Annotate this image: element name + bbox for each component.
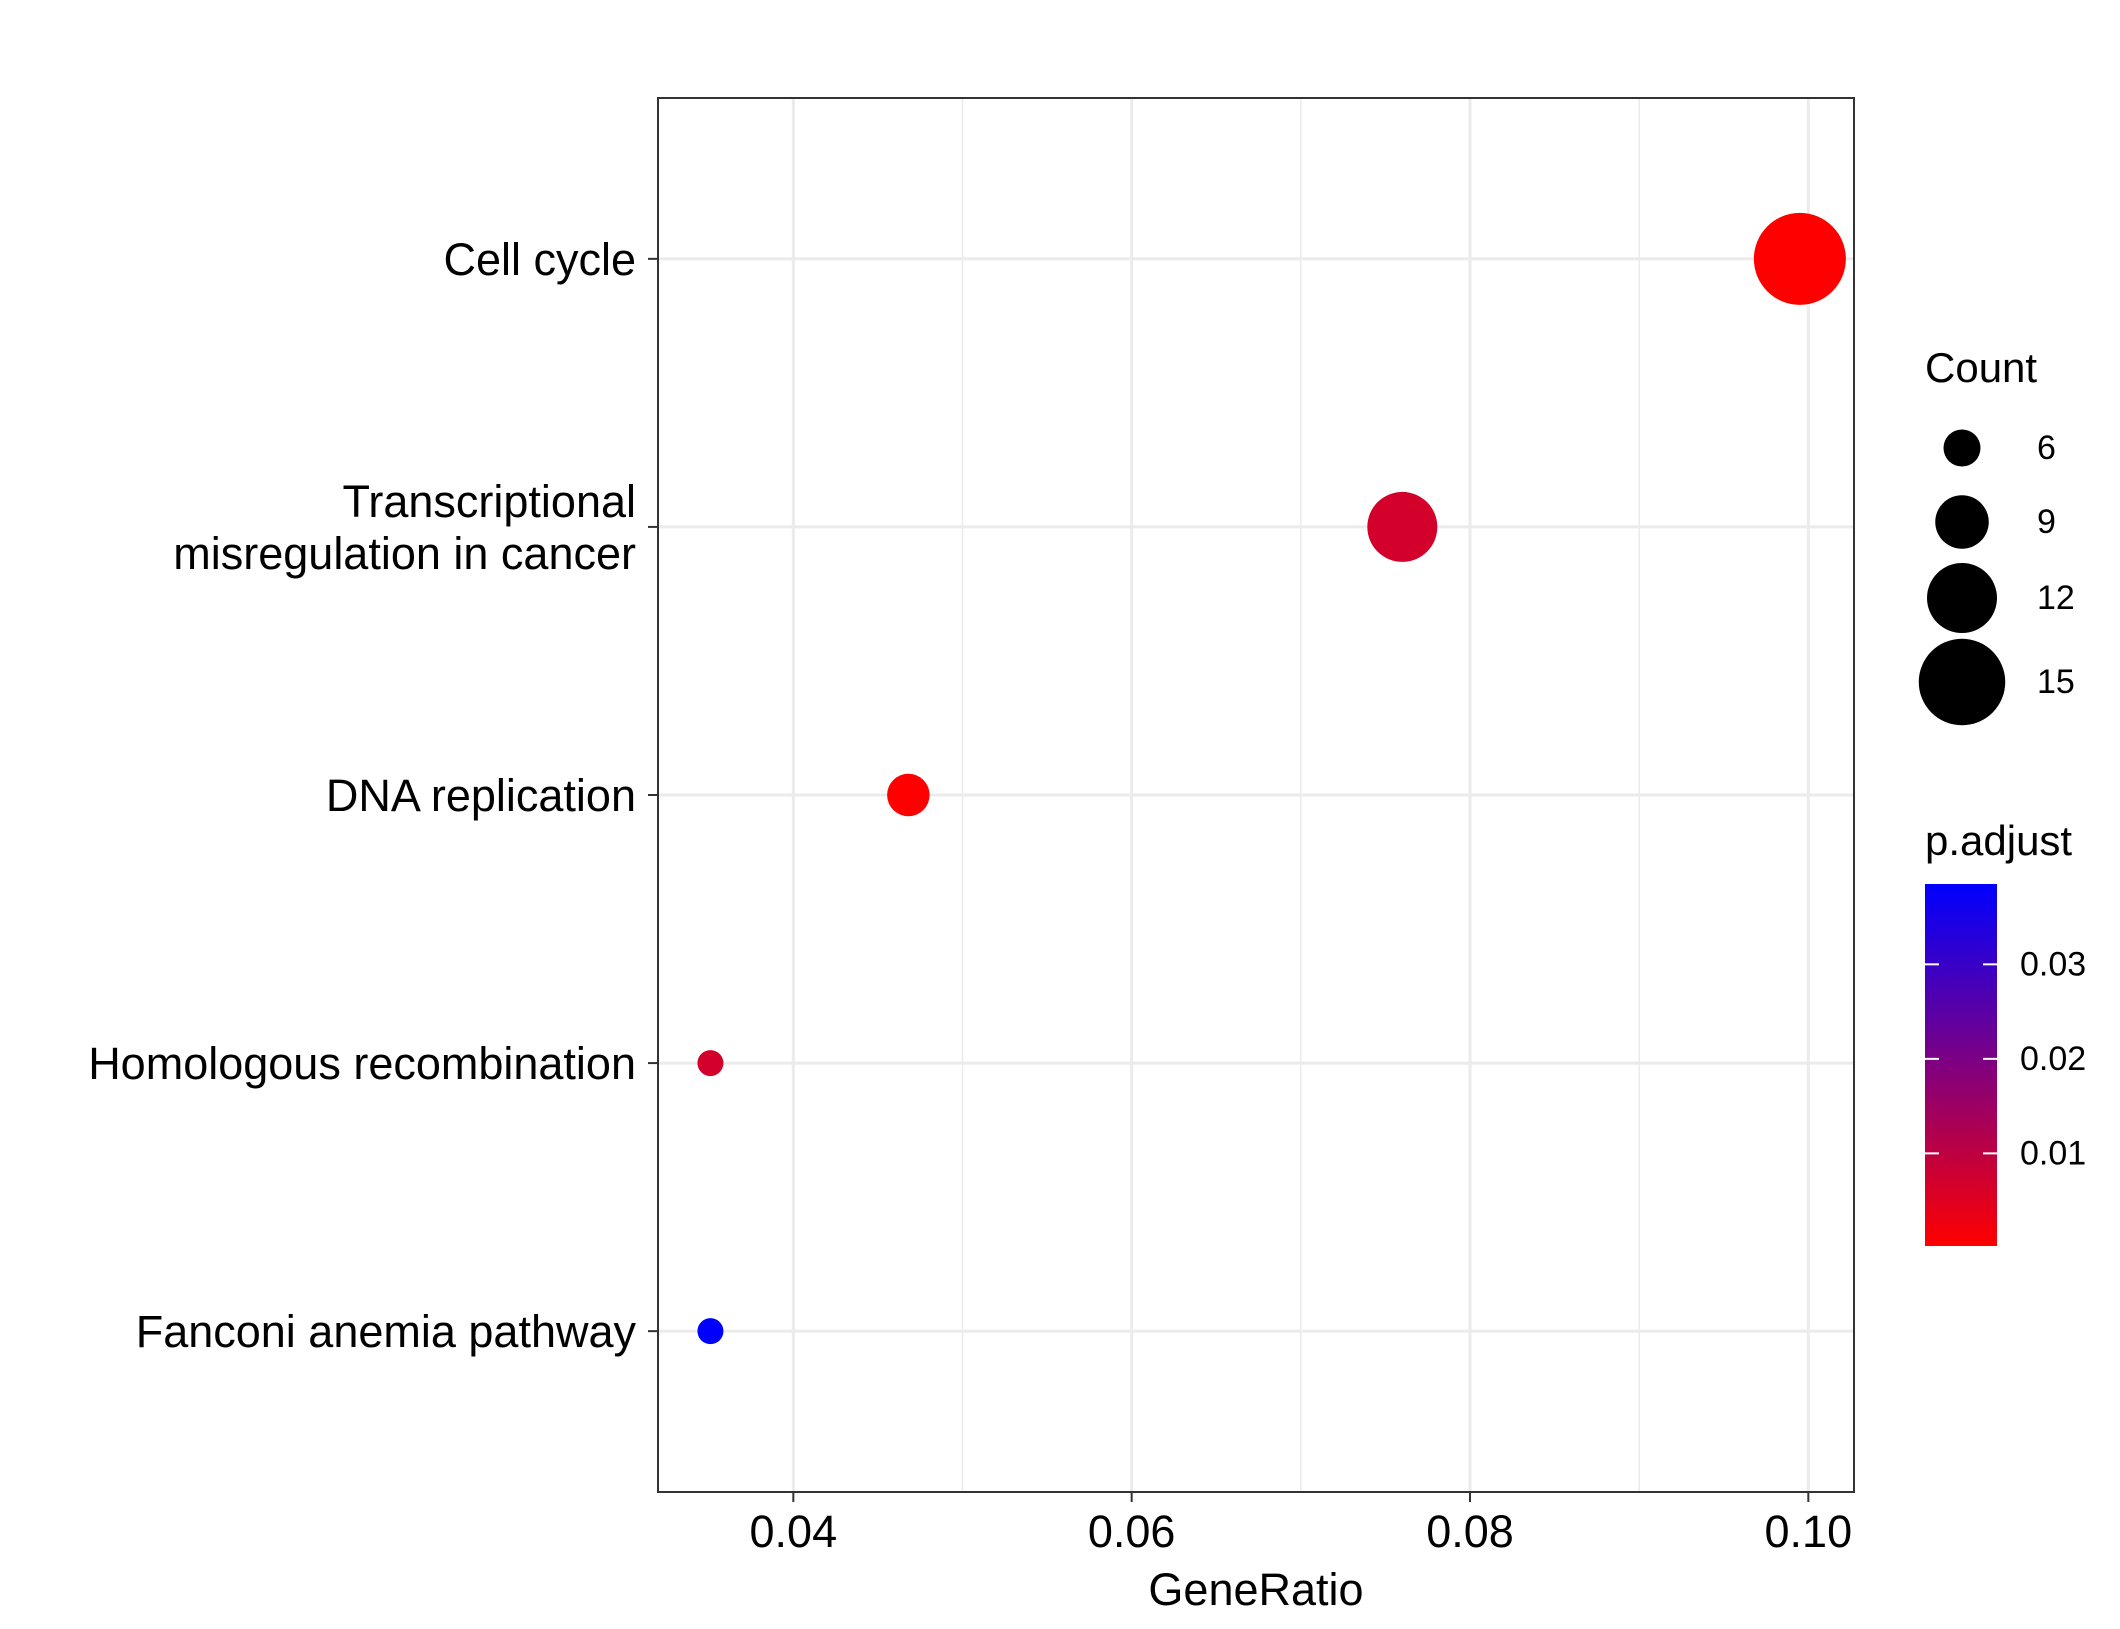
x-axis: 0.04 0.06 0.08 0.10 xyxy=(750,1492,1853,1557)
y-tick-label: Homologous recombination xyxy=(88,1038,636,1089)
count-legend-key xyxy=(1935,495,1989,549)
count-legend-key xyxy=(1918,638,2006,726)
colorbar-tick-label: 0.02 xyxy=(2020,1040,2086,1078)
count-legend-label: 6 xyxy=(2037,429,2056,467)
count-legend-key xyxy=(1927,563,1997,633)
data-point xyxy=(887,773,930,817)
y-axis: Cell cycle Transcriptional misregulation i… xyxy=(88,233,658,1357)
p-adjust-legend: p.adjust 0.01 0.02 0.03 xyxy=(1925,817,2086,1246)
x-tick-label: 0.10 xyxy=(1765,1506,1853,1557)
y-tick-label: Fanconi anemia pathway xyxy=(136,1306,637,1357)
data-points xyxy=(697,212,1846,1345)
x-tick-label: 0.04 xyxy=(750,1506,838,1557)
colorbar-tick-label: 0.01 xyxy=(2020,1134,2086,1172)
count-legend-label: 12 xyxy=(2037,579,2075,617)
data-point xyxy=(1367,491,1438,562)
count-legend-title: Count xyxy=(1925,344,2037,391)
y-tick-label: Transcriptional misregulation in cancer xyxy=(173,475,636,578)
count-legend-label: 15 xyxy=(2037,663,2075,701)
x-tick-label: 0.08 xyxy=(1426,1506,1514,1557)
count-legend-key xyxy=(1943,429,1981,467)
p-adjust-legend-title: p.adjust xyxy=(1925,817,2072,864)
colorbar-tick-label: 0.03 xyxy=(2020,945,2086,983)
x-tick-label: 0.06 xyxy=(1088,1506,1176,1557)
data-point xyxy=(1753,212,1846,305)
p-adjust-colorbar xyxy=(1925,884,1997,1246)
count-legend-label: 9 xyxy=(2037,503,2056,541)
count-legend: Count 6 9 12 15 xyxy=(1918,344,2075,726)
y-tick-label: Cell cycle xyxy=(443,233,636,284)
data-point xyxy=(697,1050,724,1077)
grid-lines xyxy=(658,98,1854,1492)
x-axis-title: GeneRatio xyxy=(1148,1564,1363,1615)
data-point xyxy=(697,1318,724,1345)
y-tick-label: DNA replication xyxy=(326,770,636,821)
